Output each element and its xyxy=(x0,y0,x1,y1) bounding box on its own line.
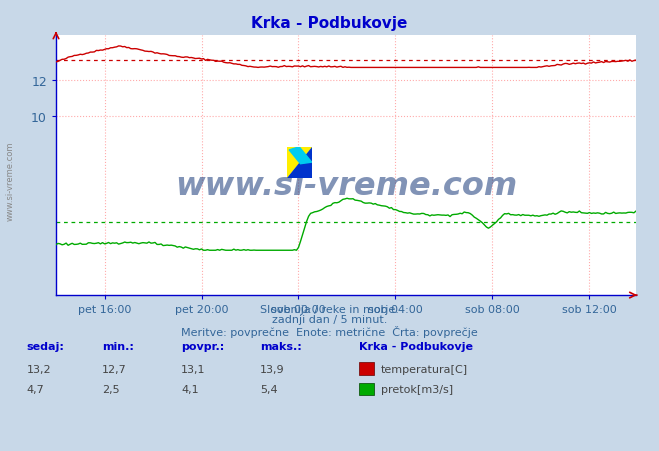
Text: www.si-vreme.com: www.si-vreme.com xyxy=(175,171,517,202)
Text: Krka - Podbukovje: Krka - Podbukovje xyxy=(251,16,408,31)
Text: 2,5: 2,5 xyxy=(102,384,120,394)
Text: 4,1: 4,1 xyxy=(181,384,199,394)
Text: maks.:: maks.: xyxy=(260,341,302,351)
Text: pretok[m3/s]: pretok[m3/s] xyxy=(381,384,453,394)
Text: sedaj:: sedaj: xyxy=(26,341,64,351)
Text: 13,2: 13,2 xyxy=(26,364,51,374)
Text: www.si-vreme.com: www.si-vreme.com xyxy=(5,141,14,220)
Text: povpr.:: povpr.: xyxy=(181,341,225,351)
Text: Meritve: povprečne  Enote: metrične  Črta: povprečje: Meritve: povprečne Enote: metrične Črta:… xyxy=(181,326,478,338)
Text: temperatura[C]: temperatura[C] xyxy=(381,364,468,374)
Text: Krka - Podbukovje: Krka - Podbukovje xyxy=(359,341,473,351)
Text: zadnji dan / 5 minut.: zadnji dan / 5 minut. xyxy=(272,315,387,325)
Text: Slovenija / reke in morje.: Slovenija / reke in morje. xyxy=(260,304,399,314)
Text: 13,1: 13,1 xyxy=(181,364,206,374)
Polygon shape xyxy=(287,147,312,178)
Text: 4,7: 4,7 xyxy=(26,384,44,394)
Text: 13,9: 13,9 xyxy=(260,364,285,374)
Text: 5,4: 5,4 xyxy=(260,384,278,394)
Text: 12,7: 12,7 xyxy=(102,364,127,374)
Text: min.:: min.: xyxy=(102,341,134,351)
Polygon shape xyxy=(287,147,312,178)
Polygon shape xyxy=(289,147,312,164)
